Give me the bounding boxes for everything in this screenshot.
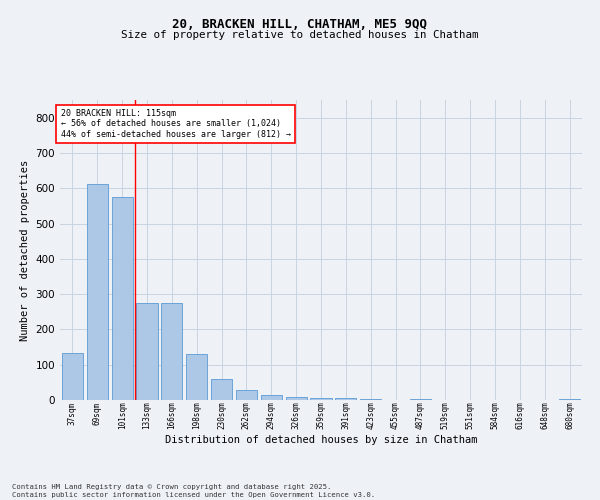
Text: 20, BRACKEN HILL, CHATHAM, ME5 9QQ: 20, BRACKEN HILL, CHATHAM, ME5 9QQ	[173, 18, 427, 30]
Bar	[286, 397, 307, 400]
Bar	[335, 398, 356, 400]
Bar	[62, 353, 83, 400]
Bar	[211, 379, 232, 400]
Text: Size of property relative to detached houses in Chatham: Size of property relative to detached ho…	[121, 30, 479, 40]
Text: 20 BRACKEN HILL: 115sqm
← 56% of detached houses are smaller (1,024)
44% of semi: 20 BRACKEN HILL: 115sqm ← 56% of detache…	[61, 109, 290, 139]
Bar	[236, 390, 257, 400]
X-axis label: Distribution of detached houses by size in Chatham: Distribution of detached houses by size …	[165, 434, 477, 444]
Bar	[559, 398, 580, 400]
Bar	[112, 197, 133, 400]
Bar	[410, 399, 431, 400]
Bar	[310, 398, 332, 400]
Bar	[360, 398, 381, 400]
Bar	[161, 303, 182, 400]
Bar	[186, 354, 207, 400]
Y-axis label: Number of detached properties: Number of detached properties	[20, 160, 30, 340]
Bar	[261, 394, 282, 400]
Bar	[136, 303, 158, 400]
Bar	[87, 184, 108, 400]
Text: Contains HM Land Registry data © Crown copyright and database right 2025.
Contai: Contains HM Land Registry data © Crown c…	[12, 484, 375, 498]
